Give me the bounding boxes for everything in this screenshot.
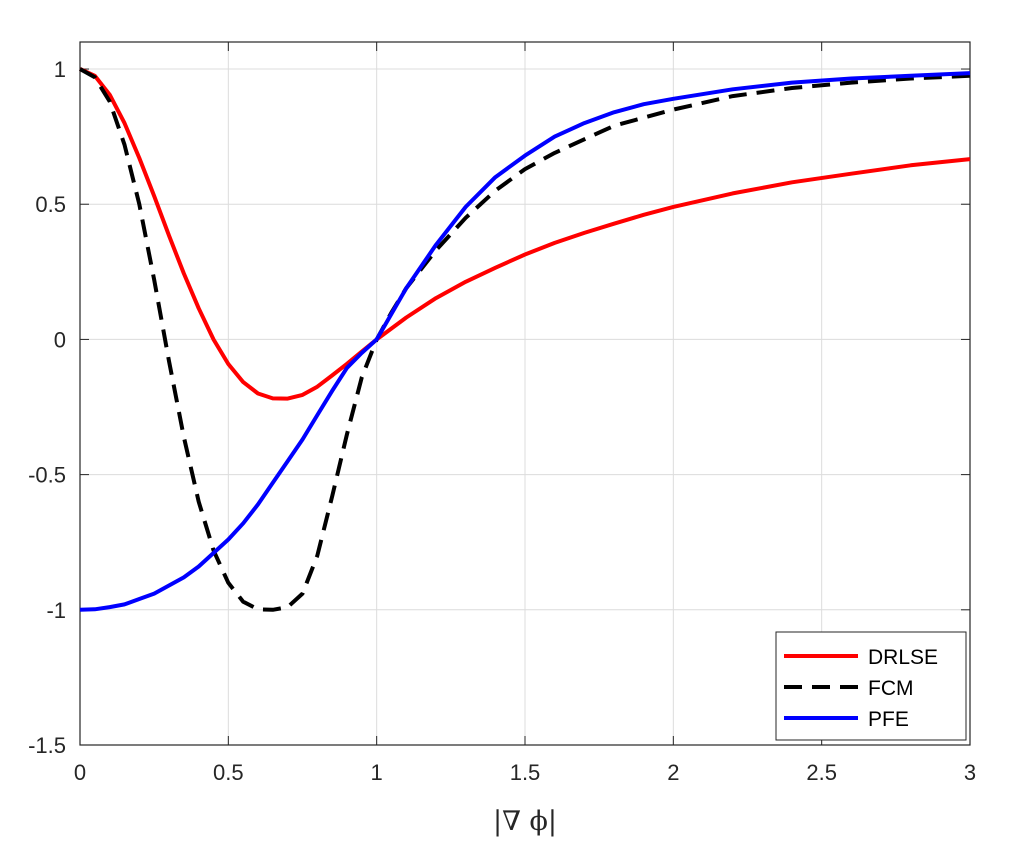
y-tick-label: -0.5 <box>28 463 66 488</box>
x-tick-label: 2.5 <box>806 760 837 785</box>
series-line-fcm <box>79 67 971 612</box>
legend-label-pfe: PFE <box>868 708 909 731</box>
x-tick-label: 1 <box>371 760 383 785</box>
x-tick-label: 2 <box>667 760 679 785</box>
series-lines <box>79 67 971 612</box>
x-tick-label: 0 <box>74 760 86 785</box>
grid-lines <box>79 42 971 746</box>
x-tick-label: 3 <box>964 760 976 785</box>
series-line-drlse <box>79 67 971 401</box>
y-tick-label: -1.5 <box>28 733 66 758</box>
legend-label-drlse: DRLSE <box>868 646 938 669</box>
x-axis-label: |∇ ϕ| <box>493 806 557 837</box>
y-tick-label: 1 <box>54 57 66 82</box>
series-line-pfe <box>79 71 971 612</box>
y-tick-label: 0 <box>54 327 66 352</box>
y-tick-label: 0.5 <box>35 192 66 217</box>
axis-ticks: 0 0.5 1 1.5 2 2.5 3 1 0.5 0 -0.5 -1 -1.5 <box>28 42 976 785</box>
legend: DRLSE FCM PFE <box>775 631 967 741</box>
x-tick-label: 1.5 <box>510 760 541 785</box>
x-tick-label: 0.5 <box>213 760 244 785</box>
legend-label-fcm: FCM <box>868 677 914 700</box>
y-tick-label: -1 <box>46 598 66 623</box>
legend-box <box>775 631 967 741</box>
